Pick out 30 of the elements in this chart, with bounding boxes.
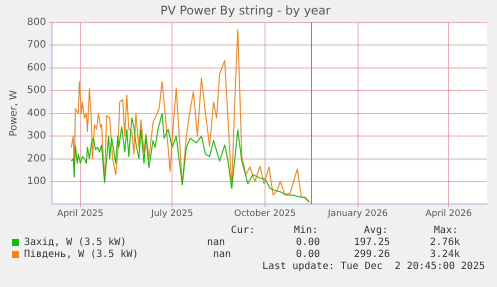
text: 2.76k — [430, 237, 460, 248]
legend-label: Південь, W (3.5 kW) — [24, 249, 138, 260]
x-tick-label: April 2026 — [425, 208, 472, 219]
text: nan — [206, 237, 225, 248]
x-tick-label: April 2025 — [57, 208, 104, 219]
y-tick-label: 600 — [26, 62, 46, 74]
text: Last update: Tue Dec 2 20:45:00 2025 — [262, 261, 485, 272]
y-tick-label: 100 — [26, 176, 46, 188]
y-tick-label: 500 — [26, 85, 46, 96]
x-tick-label: July 2025 — [150, 208, 194, 219]
y-tick-label: 400 — [26, 108, 46, 119]
text: Max: — [434, 225, 458, 236]
y-tick-label: 700 — [26, 40, 46, 51]
text: Avg: — [364, 225, 388, 236]
y-tick-label: 200 — [26, 153, 46, 164]
text: Min: — [294, 225, 318, 236]
text: nan — [212, 249, 231, 260]
x-tick-label: January 2026 — [326, 208, 388, 219]
text: 299.26 — [354, 249, 390, 260]
text: 0.00 — [296, 249, 320, 260]
y-tick-label: 300 — [26, 130, 46, 142]
y-tick-label: 800 — [26, 16, 46, 28]
chart-title: PV Power By string - by year — [160, 3, 331, 18]
text: 0.00 — [296, 237, 320, 248]
y-axis-title: Power, W — [8, 90, 20, 137]
text: 197.25 — [354, 237, 390, 248]
legend-label: Захід, W (3.5 kW) — [24, 237, 126, 248]
x-tick-label: October 2025 — [234, 208, 296, 219]
text: 3.24k — [430, 249, 460, 260]
text: Cur: — [230, 225, 255, 236]
